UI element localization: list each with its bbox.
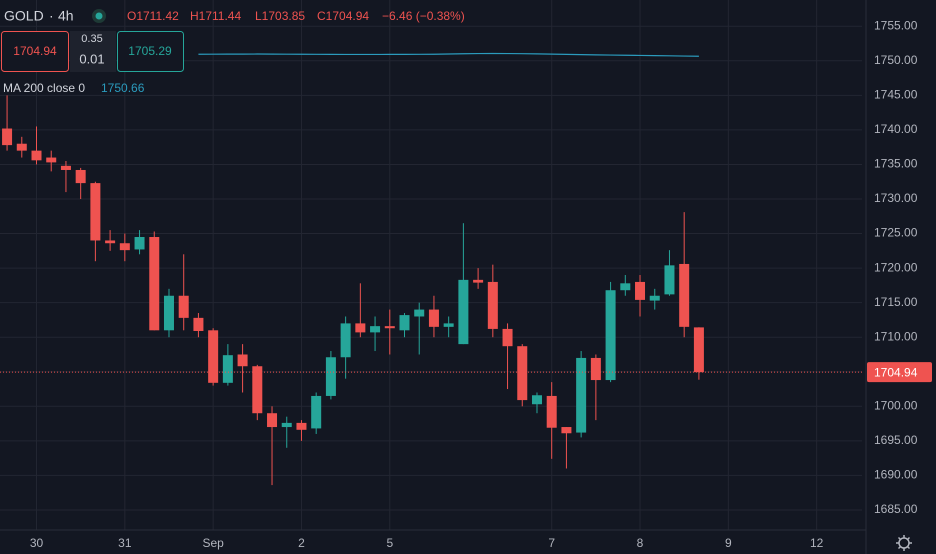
y-tick-label: 1730.00 xyxy=(874,191,918,205)
y-tick-label: 1725.00 xyxy=(874,226,918,240)
candle-body xyxy=(590,357,601,381)
sell-button[interactable] xyxy=(1,31,69,72)
candle-body xyxy=(163,295,174,331)
buy-button[interactable] xyxy=(117,31,184,72)
candle-body xyxy=(399,315,410,331)
candle-body xyxy=(355,323,366,333)
y-tick-label: 1755.00 xyxy=(874,18,918,32)
x-tick-label: 30 xyxy=(30,536,44,550)
candle-body xyxy=(414,309,425,317)
candle-body xyxy=(635,281,646,300)
grid xyxy=(0,0,862,530)
last-price-label: 1704.94 xyxy=(874,365,918,379)
candle-body xyxy=(281,422,292,428)
candle-body xyxy=(517,346,528,401)
candle-body xyxy=(458,279,469,345)
candle-body xyxy=(60,165,71,170)
y-tick-label: 1695.00 xyxy=(874,433,918,447)
candle-body xyxy=(693,327,704,373)
candle-body xyxy=(443,323,454,327)
candle-body xyxy=(2,128,13,146)
candle-body xyxy=(384,326,395,329)
ma-value: 1750.66 xyxy=(101,81,145,95)
candle-body xyxy=(90,183,101,241)
candle-body xyxy=(222,355,233,383)
candle-body xyxy=(576,357,587,433)
candle-body xyxy=(531,395,542,405)
candle-body xyxy=(105,240,116,244)
ohlc-close: C1704.94 xyxy=(317,9,369,23)
candle-body xyxy=(340,323,351,358)
ma-label: MA 200 close 0 xyxy=(3,81,85,95)
ma-line xyxy=(198,52,699,57)
x-tick-label: 9 xyxy=(725,536,732,550)
interval: 4h xyxy=(58,8,74,24)
candle-body xyxy=(620,283,631,291)
candle-body xyxy=(193,317,204,331)
status-icon xyxy=(95,12,103,20)
y-tick-label: 1700.00 xyxy=(874,398,918,412)
symbol: GOLD xyxy=(4,8,44,24)
candle-body xyxy=(325,357,336,396)
candle-body xyxy=(296,422,307,430)
candle-body xyxy=(134,237,145,250)
candle-body xyxy=(31,150,42,161)
separator: · xyxy=(49,8,54,24)
candle-body xyxy=(502,328,513,347)
candle-body xyxy=(208,330,219,383)
sell-price[interactable]: 1704.94 xyxy=(13,44,57,58)
candle-body xyxy=(16,143,27,151)
y-tick-label: 1715.00 xyxy=(874,295,918,309)
candle-body xyxy=(428,309,439,327)
x-tick-label: Sep xyxy=(202,536,224,550)
plot xyxy=(2,52,704,486)
candle-body xyxy=(561,427,572,434)
y-tick-label: 1690.00 xyxy=(874,468,918,482)
x-tick-label: 31 xyxy=(118,536,132,550)
y-tick-label: 1735.00 xyxy=(874,157,918,171)
ohlc-low: L1703.85 xyxy=(255,9,305,23)
candle-body xyxy=(473,279,484,283)
candle-body xyxy=(119,243,130,251)
change: −6.46 (−0.38%) xyxy=(382,9,465,23)
x-tick-label: 8 xyxy=(637,536,644,550)
quantity[interactable]: 0.01 xyxy=(79,51,104,66)
y-tick-label: 1685.00 xyxy=(874,502,918,516)
candle-body xyxy=(267,413,278,428)
candle-body xyxy=(75,169,86,184)
y-tick-label: 1720.00 xyxy=(874,260,918,274)
candle-body xyxy=(311,395,322,429)
last-price-box xyxy=(867,362,932,383)
candle-body xyxy=(237,354,248,367)
candle-body xyxy=(649,295,660,301)
candle-body xyxy=(605,290,616,381)
x-tick-label: 7 xyxy=(548,536,555,550)
ohlc-high: H1711.44 xyxy=(190,9,241,23)
candle-body xyxy=(178,295,189,318)
ohlc-open: O1711.42 xyxy=(127,9,179,23)
y-tick-label: 1750.00 xyxy=(874,53,918,67)
candle-body xyxy=(679,263,690,327)
spread: 0.35 xyxy=(81,33,102,45)
candle-body xyxy=(149,237,160,331)
buy-price[interactable]: 1705.29 xyxy=(128,44,172,58)
candle-body xyxy=(664,265,675,295)
candle-body xyxy=(487,281,498,329)
y-tick-label: 1710.00 xyxy=(874,329,918,343)
x-tick-label: 12 xyxy=(810,536,824,550)
quantity-box[interactable] xyxy=(70,31,116,72)
x-tick-label: 5 xyxy=(386,536,393,550)
candle-body xyxy=(46,157,57,163)
y-tick-label: 1745.00 xyxy=(874,88,918,102)
x-tick-label: 2 xyxy=(298,536,305,550)
candle-body xyxy=(370,326,381,333)
candle-body xyxy=(546,395,557,428)
candle-body xyxy=(252,366,263,414)
y-tick-label: 1740.00 xyxy=(874,122,918,136)
settings-icon[interactable] xyxy=(896,535,912,551)
